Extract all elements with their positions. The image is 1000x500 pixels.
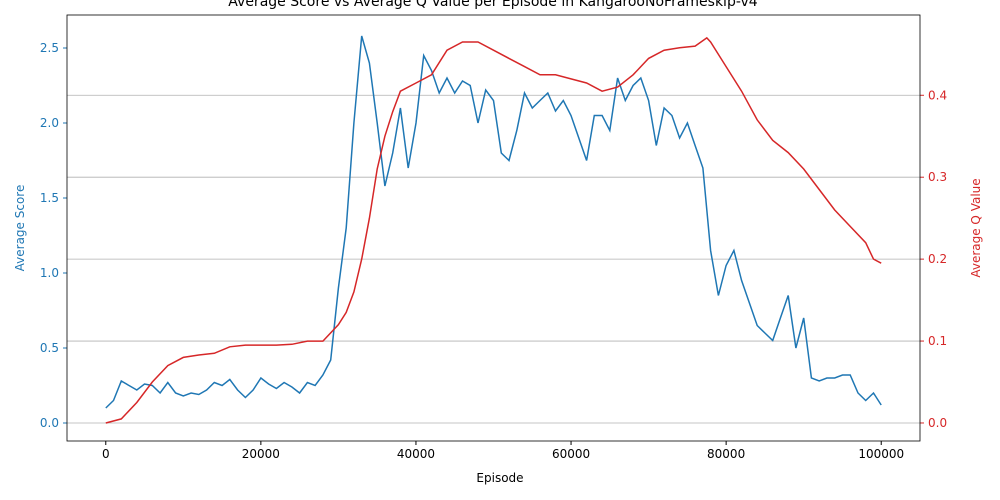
y-tick-label: 0.5	[40, 341, 59, 355]
plot-frame	[66, 14, 921, 442]
y2-tick-label: 0.3	[928, 170, 947, 184]
y-tick-label: 1.5	[40, 191, 59, 205]
y2-tick-label: 0.1	[928, 334, 947, 348]
x-tick-label: 20000	[242, 447, 280, 461]
series-line	[105, 35, 882, 409]
x-tick-label: 40000	[397, 447, 435, 461]
y-axis-label: Average Score	[13, 185, 27, 272]
series-line	[105, 36, 882, 424]
y-tick-label: 1.0	[40, 266, 59, 280]
y2-tick-label: 0.2	[928, 252, 947, 266]
x-tick-label: 60000	[552, 447, 590, 461]
y-tick-label: 2.5	[40, 41, 59, 55]
y2-tick-label: 0.4	[928, 88, 947, 102]
y2-tick-label: 0.0	[928, 416, 947, 430]
chart-title: Average Score vs Average Q Value per Epi…	[228, 0, 758, 10]
y2-axis-label: Average Q Value	[969, 178, 983, 277]
x-tick-label: 80000	[707, 447, 745, 461]
x-tick-label: 0	[102, 447, 110, 461]
y-tick-label: 2.0	[40, 116, 59, 130]
x-axis-label: Episode	[476, 471, 523, 485]
x-tick-label: 100000	[858, 447, 904, 461]
y-tick-label: 0.0	[40, 416, 59, 430]
